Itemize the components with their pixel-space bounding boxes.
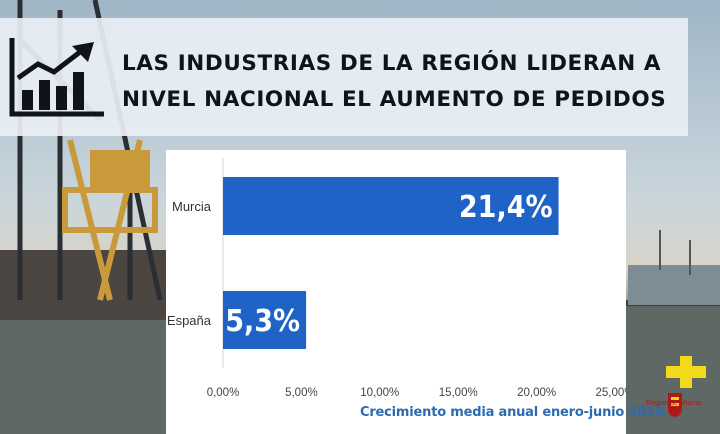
x-tick-label: 10,00% <box>360 387 399 399</box>
bar-murcia <box>223 177 559 235</box>
bar-value-label: 5,3% <box>225 304 300 339</box>
growth-chart-icon <box>9 38 104 117</box>
x-tick-label: 20,00% <box>517 387 556 399</box>
region-logo-text: Región de Murcia <box>646 400 701 407</box>
category-label: Murcia <box>172 199 212 214</box>
bar-espaa <box>223 291 307 349</box>
x-tick-label: 5,00% <box>285 387 318 399</box>
bar-chart: 0,00% 5,00% 10,00% 15,00% 20,00% 25,00% Murcia… <box>167 158 626 399</box>
bar-value-label: 21,4% <box>459 190 553 225</box>
x-tick-label: 25,00% <box>595 387 626 399</box>
region-logo: Región de Murcia <box>640 352 718 432</box>
yellow-cross-emblem-icon <box>666 356 706 388</box>
page-title: Las industrias de la Región lideran a ni… <box>122 51 667 112</box>
red-shield-icon <box>668 393 682 417</box>
x-tick-label: 0,00% <box>207 387 240 399</box>
category-label: España <box>167 313 212 328</box>
title-banner <box>0 18 688 136</box>
x-tick-label: 15,00% <box>439 387 478 399</box>
chart-title: Crecimiento media anual enero-junio 2018 <box>360 405 664 420</box>
